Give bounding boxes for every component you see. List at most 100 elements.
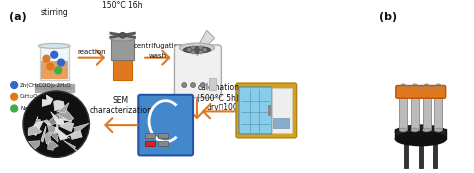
Bar <box>209 78 217 90</box>
FancyBboxPatch shape <box>138 95 193 155</box>
Bar <box>158 133 168 138</box>
Text: stirring: stirring <box>40 8 68 17</box>
Bar <box>435 93 442 130</box>
Circle shape <box>51 51 58 58</box>
Text: wash: wash <box>149 53 167 59</box>
Ellipse shape <box>395 125 446 139</box>
Circle shape <box>120 32 126 38</box>
Circle shape <box>47 63 54 70</box>
Bar <box>145 141 155 146</box>
Polygon shape <box>59 122 74 132</box>
Polygon shape <box>45 132 53 147</box>
FancyBboxPatch shape <box>396 85 446 98</box>
FancyBboxPatch shape <box>239 87 272 134</box>
Ellipse shape <box>435 91 442 95</box>
Polygon shape <box>47 123 55 136</box>
Text: centrifugation: centrifugation <box>133 43 182 49</box>
Ellipse shape <box>35 85 74 90</box>
Bar <box>145 133 155 138</box>
Circle shape <box>191 51 195 54</box>
Bar <box>404 137 408 168</box>
Polygon shape <box>56 113 65 124</box>
Polygon shape <box>56 103 69 113</box>
Ellipse shape <box>435 128 442 132</box>
Circle shape <box>199 51 203 54</box>
Polygon shape <box>61 112 72 122</box>
Ellipse shape <box>110 35 136 41</box>
Bar <box>395 129 446 139</box>
Circle shape <box>43 55 50 62</box>
Polygon shape <box>43 120 51 125</box>
Text: reaction: reaction <box>77 49 106 55</box>
Bar <box>41 61 68 79</box>
Bar <box>273 118 289 128</box>
Ellipse shape <box>411 128 419 132</box>
Text: Zn(CH₃COO)₂·2H₂O: Zn(CH₃COO)₂·2H₂O <box>20 83 72 88</box>
Polygon shape <box>55 120 58 133</box>
Circle shape <box>58 59 64 66</box>
Polygon shape <box>197 30 215 56</box>
Circle shape <box>11 105 18 112</box>
FancyBboxPatch shape <box>236 83 297 138</box>
Bar <box>399 93 407 130</box>
Text: (b): (b) <box>379 12 397 22</box>
Polygon shape <box>64 140 78 152</box>
Polygon shape <box>41 126 46 142</box>
Bar <box>35 84 74 92</box>
Ellipse shape <box>423 128 430 132</box>
Polygon shape <box>30 121 44 136</box>
Circle shape <box>203 48 207 52</box>
Text: (a): (a) <box>9 12 27 22</box>
Polygon shape <box>51 132 58 142</box>
Circle shape <box>191 83 195 88</box>
Polygon shape <box>73 123 89 133</box>
Bar <box>111 39 135 60</box>
Polygon shape <box>46 113 60 125</box>
Text: dry（100°C）: dry（100°C） <box>207 103 252 112</box>
Ellipse shape <box>411 91 419 95</box>
Text: C₆H₁₂O₆: C₆H₁₂O₆ <box>20 94 41 99</box>
FancyBboxPatch shape <box>174 45 221 98</box>
Polygon shape <box>51 112 57 123</box>
Polygon shape <box>54 100 65 111</box>
Text: NaOH: NaOH <box>20 106 36 111</box>
Ellipse shape <box>423 91 430 95</box>
Ellipse shape <box>38 43 70 48</box>
Polygon shape <box>58 108 74 121</box>
Polygon shape <box>55 118 67 128</box>
Bar <box>39 46 69 80</box>
Circle shape <box>191 45 195 49</box>
Bar <box>419 137 423 168</box>
Bar <box>433 137 438 168</box>
Circle shape <box>182 83 187 88</box>
Bar <box>411 93 419 130</box>
Polygon shape <box>28 141 40 149</box>
Polygon shape <box>47 141 58 150</box>
Circle shape <box>11 82 18 88</box>
Polygon shape <box>53 119 64 125</box>
Circle shape <box>201 83 205 88</box>
Circle shape <box>199 45 203 49</box>
Ellipse shape <box>399 128 407 132</box>
Bar <box>158 141 168 146</box>
Bar <box>272 88 292 133</box>
Ellipse shape <box>395 132 446 146</box>
Polygon shape <box>65 129 82 140</box>
Text: calcination
(500°C 5h): calcination (500°C 5h) <box>198 83 239 103</box>
Circle shape <box>187 48 191 52</box>
Ellipse shape <box>183 46 210 53</box>
Bar <box>113 58 132 80</box>
Ellipse shape <box>399 91 407 95</box>
Bar <box>423 93 430 130</box>
Bar <box>268 105 271 116</box>
Polygon shape <box>34 117 41 127</box>
Circle shape <box>55 67 62 74</box>
Polygon shape <box>55 127 70 140</box>
Ellipse shape <box>179 43 215 53</box>
Text: SEM
characterization: SEM characterization <box>89 96 152 115</box>
Text: 150°C 16h: 150°C 16h <box>102 1 143 10</box>
Polygon shape <box>28 126 42 136</box>
Polygon shape <box>42 95 53 107</box>
Circle shape <box>11 93 18 100</box>
Circle shape <box>23 91 90 157</box>
